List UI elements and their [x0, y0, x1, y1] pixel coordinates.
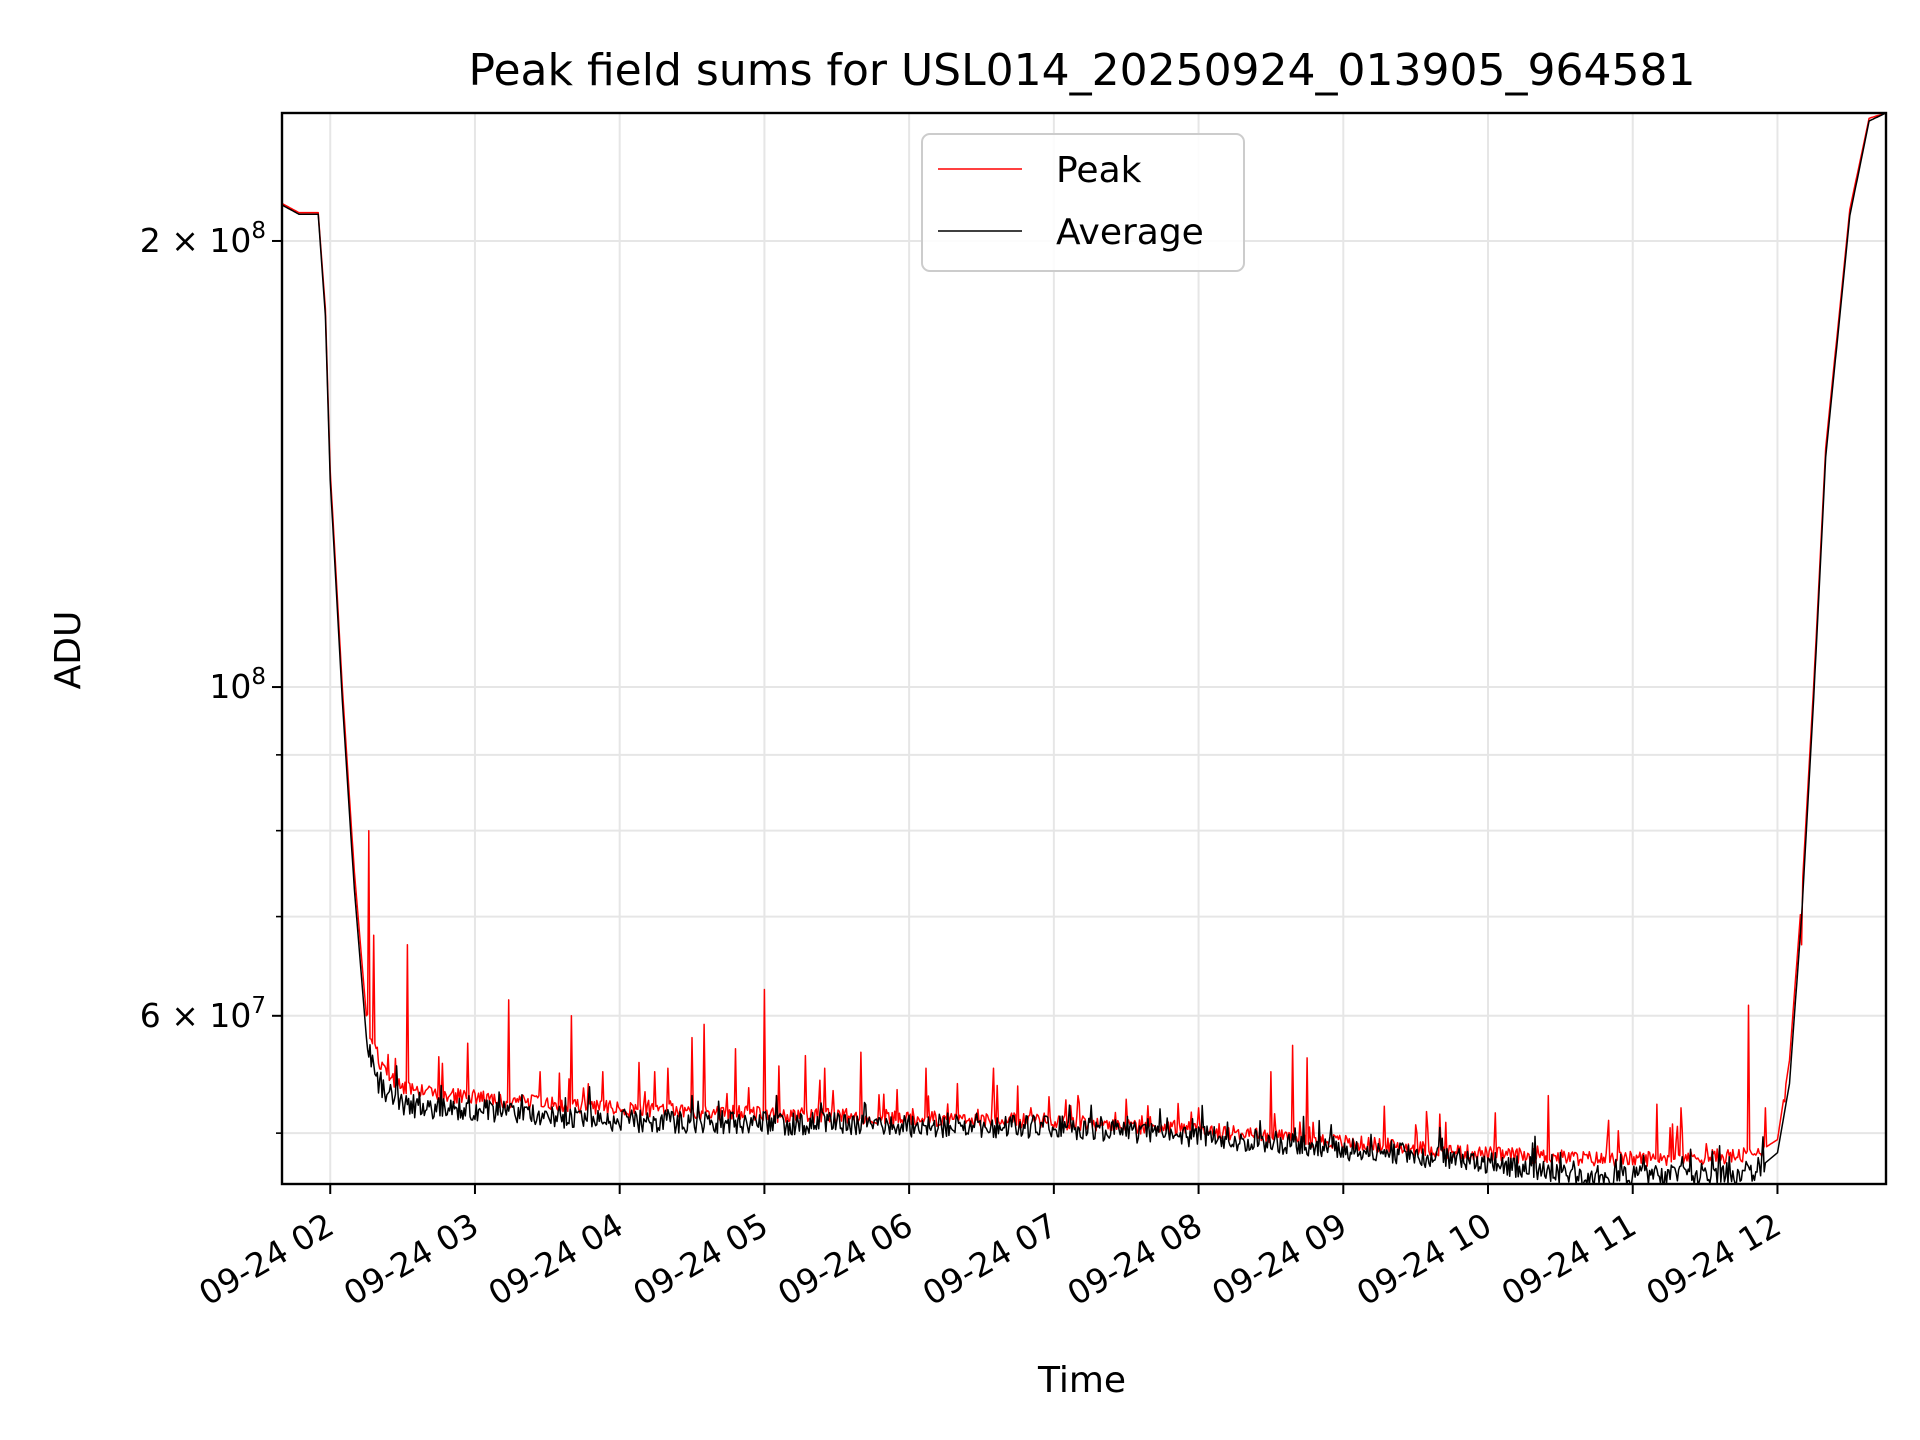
series-line-average [281, 112, 1887, 1185]
plot-area [280, 111, 1888, 1186]
series-layer [281, 112, 1887, 1185]
y-tick-label: 6 × 107 [140, 993, 266, 1035]
legend: Peak Average [921, 133, 1245, 272]
series-line-peak [281, 112, 1887, 1168]
legend-label-average: Average [1056, 212, 1204, 253]
y-tick-label: 2 × 108 [140, 218, 266, 260]
y-axis-label: ADU [48, 611, 89, 690]
x-axis-label: Time [1037, 1360, 1126, 1401]
gridlines [282, 113, 1886, 1184]
plot-background [282, 113, 1886, 1184]
chart-title: Peak field sums for USL014_20250924_0139… [469, 45, 1696, 96]
legend-label-peak: Peak [1056, 150, 1142, 191]
plot-frame [280, 111, 1888, 1186]
